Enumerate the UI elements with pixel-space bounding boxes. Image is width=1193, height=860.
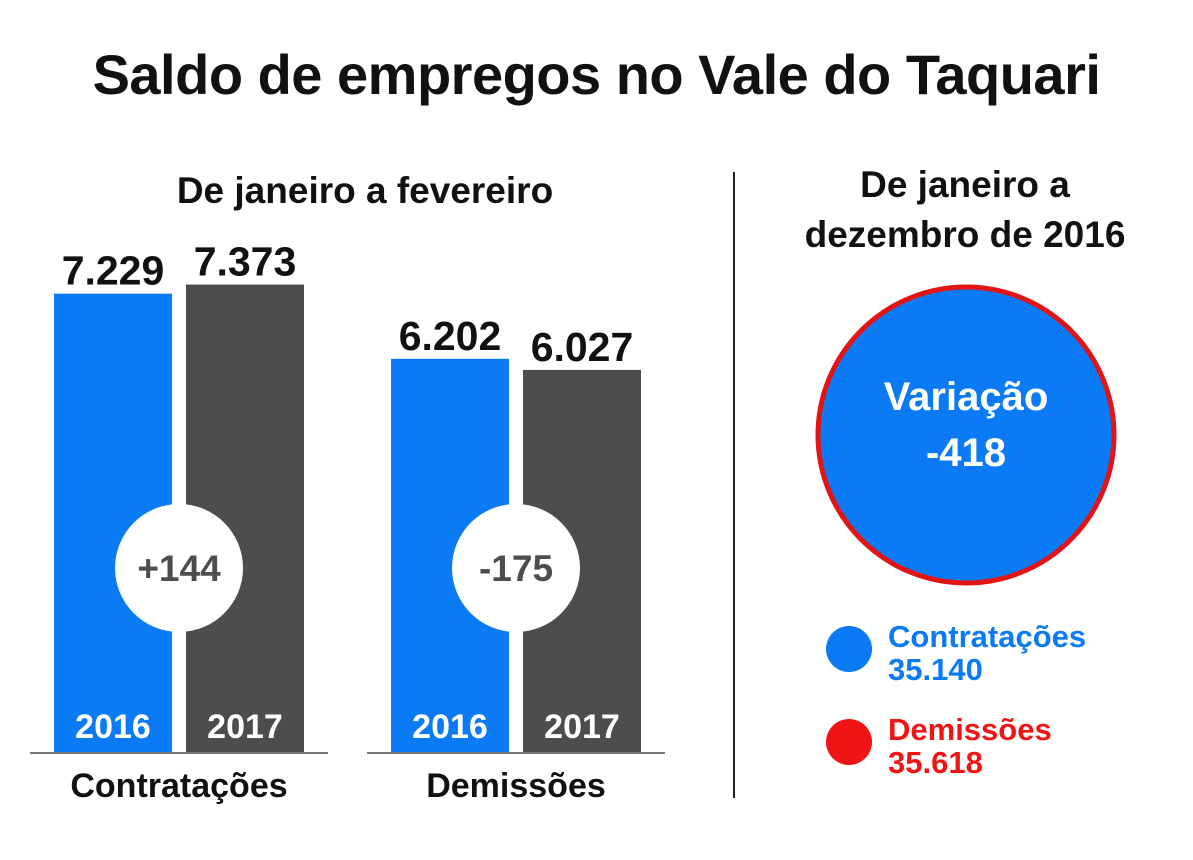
legend-value-contratacoes: 35.140 <box>888 652 983 687</box>
category-label-demissoes: Demissões <box>426 767 606 805</box>
legend-dot-contratacoes <box>826 626 872 672</box>
difference-label-contratacoes: +144 <box>137 548 221 589</box>
difference-circle-contratacoes <box>115 504 243 632</box>
left-panel-subtitle: De janeiro a fevereiro <box>176 170 554 211</box>
variation-circle-shape <box>815 284 1117 586</box>
bar-value-label-demissoes-2017: 6.027 <box>531 324 634 370</box>
legend-value-demissoes: 35.618 <box>888 745 983 780</box>
difference-label-demissoes: -175 <box>479 548 553 589</box>
legend-label-demissoes: Demissões <box>888 712 1052 747</box>
bar-value-label-contratacoes-2016: 7.229 <box>62 248 165 294</box>
legend-item-contratacoes: Contratações 35.140 <box>826 620 1086 686</box>
year-label-contratacoes-2017: 2017 <box>207 708 283 746</box>
variation-label: Variação <box>884 375 1049 419</box>
right-subtitle-line2: dezembro de 2016 <box>804 214 1126 255</box>
variation-circle: Variação -418 <box>815 284 1117 586</box>
year-label-demissoes-2016: 2016 <box>412 708 488 746</box>
right-panel-subtitle: De janeiro a dezembro de 2016 <box>760 160 1170 260</box>
variation-value: -418 <box>926 431 1006 475</box>
legend-label-contratacoes: Contratações <box>888 619 1087 654</box>
category-label-contratacoes: Contratações <box>70 767 287 805</box>
difference-circle-demissoes <box>452 504 580 632</box>
legend-item-demissoes: Demissões 35.618 <box>826 713 1052 779</box>
bar-value-label-contratacoes-2017: 7.373 <box>194 239 297 285</box>
year-label-demissoes-2017: 2017 <box>544 708 620 746</box>
legend-dot-demissoes <box>826 719 872 765</box>
right-subtitle-line1: De janeiro a <box>860 164 1070 205</box>
year-label-contratacoes-2016: 2016 <box>75 708 151 746</box>
page-title: Saldo de empregos no Vale do Taquari <box>92 43 1101 106</box>
panel-divider <box>733 172 735 798</box>
bar-value-label-demissoes-2016: 6.202 <box>399 313 502 359</box>
